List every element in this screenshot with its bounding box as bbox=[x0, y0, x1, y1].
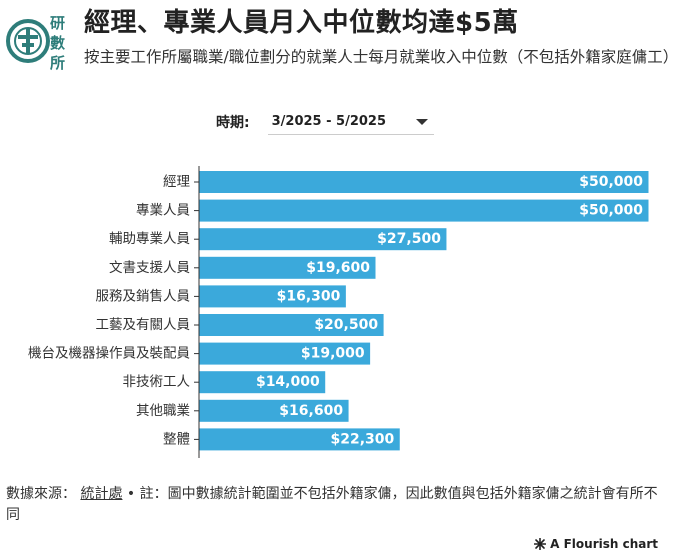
bar-value-label: $50,000 bbox=[579, 203, 643, 219]
category-label: 文書支援人員 bbox=[109, 260, 190, 276]
bar-chart: 經理 $50,000 專業人員 $50,000 輔助專業人員 $27,500 文書支援人員 $… bbox=[28, 166, 649, 458]
category-label: 機台及機器操作員及裝配員 bbox=[28, 346, 190, 362]
logo-char-3: 所 bbox=[50, 54, 65, 72]
bar[interactable] bbox=[199, 285, 346, 308]
period-filter: 時期: 3/2025 - 5/2025 bbox=[216, 108, 434, 136]
bar[interactable] bbox=[199, 199, 649, 222]
source-note: • 註：圖中數據統計範圍並不包括外籍家傭，因此數值與包括外籍家傭之統計會有所不同 bbox=[6, 486, 658, 523]
bar-value-label: $19,600 bbox=[306, 260, 370, 276]
period-dropdown[interactable]: 3/2025 - 5/2025 bbox=[267, 109, 434, 135]
bar[interactable] bbox=[199, 428, 400, 451]
bar[interactable] bbox=[199, 171, 649, 193]
bar-value-label: $19,000 bbox=[301, 346, 365, 362]
caret-down-icon bbox=[415, 118, 428, 125]
category-label: 專業人員 bbox=[136, 203, 190, 219]
bar[interactable] bbox=[199, 228, 447, 251]
source-link[interactable]: 統計處 bbox=[80, 486, 123, 502]
logo-char-1: 研 bbox=[50, 14, 65, 32]
category-label: 整體 bbox=[163, 431, 190, 447]
period-filter-label: 時期: bbox=[216, 115, 250, 131]
category-label: 服務及銷售人員 bbox=[96, 288, 191, 304]
bar[interactable] bbox=[199, 399, 349, 422]
logo-char-2: 數 bbox=[50, 34, 65, 52]
flourish-credit[interactable]: A Flourish chart bbox=[534, 537, 658, 551]
chart-subtitle: 按主要工作所屬職業/職位劃分的就業人士每月就業收入中位數（不包括外籍家庭傭工） bbox=[84, 48, 679, 66]
bar-value-label: $50,000 bbox=[579, 174, 643, 190]
bar-value-label: $27,500 bbox=[377, 231, 441, 247]
source-prefix: 數據來源： bbox=[6, 486, 76, 502]
logo: 研 數 所 bbox=[6, 14, 65, 72]
flourish-star-icon bbox=[534, 538, 547, 550]
bar[interactable] bbox=[199, 342, 371, 365]
category-label: 經理 bbox=[163, 174, 190, 190]
category-label: 工藝及有關人員 bbox=[96, 317, 191, 333]
flourish-label: A Flourish chart bbox=[550, 537, 658, 551]
chart-footer: 數據來源： 統計處 • 註：圖中數據統計範圍並不包括外籍家傭，因此數值與包括外籍… bbox=[6, 484, 666, 526]
bar-value-label: $16,300 bbox=[277, 288, 341, 304]
bar[interactable] bbox=[199, 256, 376, 279]
bar-value-label: $20,500 bbox=[314, 317, 378, 333]
chart-title: 經理、專業人員月入中位數均達$5萬 bbox=[84, 8, 519, 38]
category-label: 其他職業 bbox=[136, 403, 190, 419]
category-label: 非技術工人 bbox=[123, 374, 191, 390]
bar[interactable] bbox=[199, 314, 384, 336]
bar-value-label: $22,300 bbox=[330, 431, 394, 447]
bar[interactable] bbox=[199, 371, 326, 394]
bar-value-label: $16,600 bbox=[279, 403, 343, 419]
period-dropdown-value: 3/2025 - 5/2025 bbox=[271, 114, 387, 129]
category-label: 輔助專業人員 bbox=[109, 231, 190, 247]
bar-value-label: $14,000 bbox=[256, 374, 320, 390]
